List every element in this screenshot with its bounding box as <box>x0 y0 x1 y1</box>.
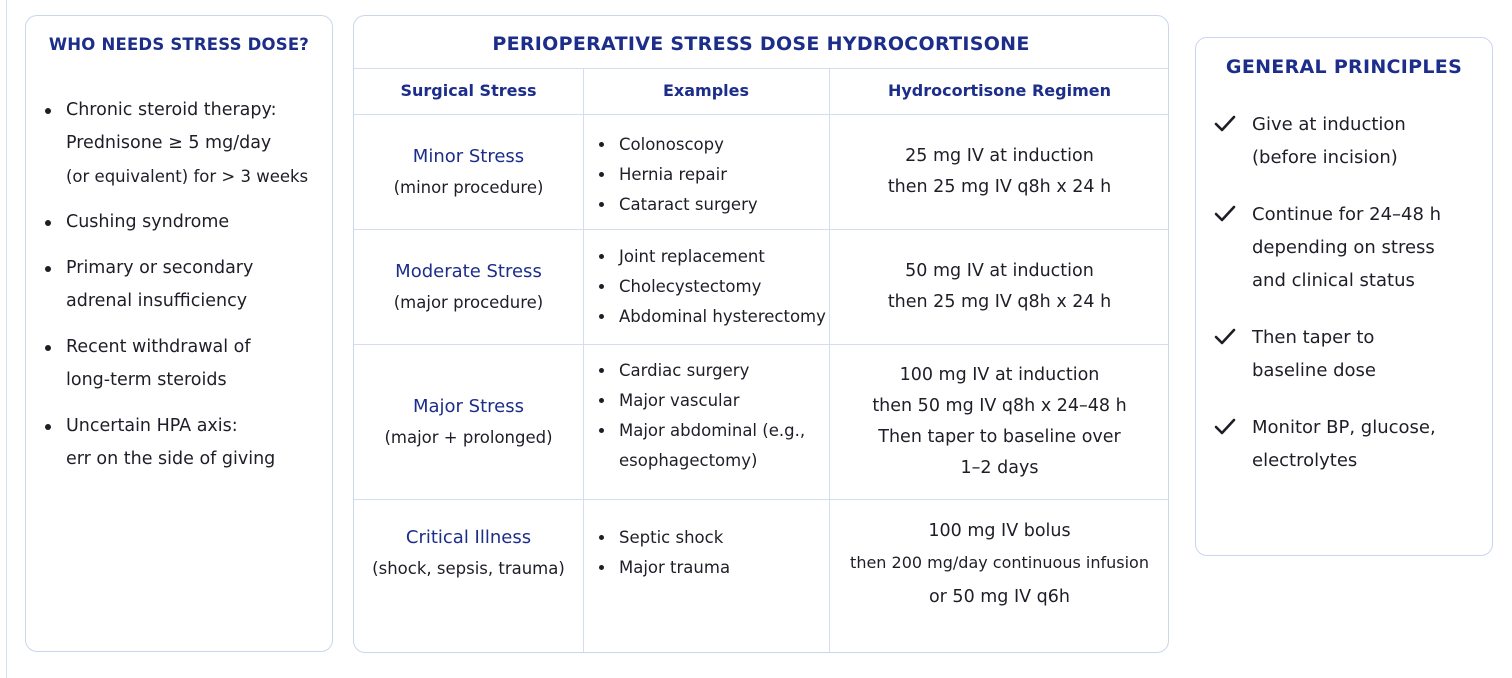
criteria-item: Primary or secondary adrenal insufficien… <box>26 252 332 318</box>
criteria-item: Chronic steroid therapy: Prednisone ≥ 5 … <box>26 94 332 193</box>
examples-list: Cardiac surgery Major vascular Major abd… <box>583 356 829 476</box>
principle-item: Continue for 24–48 h depending on stress… <box>1196 198 1492 297</box>
criteria-line: long-term steroids <box>66 370 227 390</box>
examples-list: Colonoscopy Hernia repair Cataract surge… <box>583 130 829 220</box>
example-item: Major vascular <box>583 386 829 416</box>
stress-level: Major Stress <box>412 395 524 417</box>
divider <box>583 68 584 652</box>
principles-list: Give at induction (before incision) Cont… <box>1196 108 1492 501</box>
regimen-line: or 50 mg IV q6h <box>928 587 1071 607</box>
regimen-line: 100 mg IV at induction <box>899 364 1100 385</box>
criteria-list: Chronic steroid therapy: Prednisone ≥ 5 … <box>26 94 332 489</box>
table-row-moderate-stress: Moderate Stress (major procedure) <box>354 229 583 344</box>
criteria-line: adrenal insufficiency <box>66 291 248 311</box>
divider <box>354 499 1168 500</box>
example-item: Colonoscopy <box>583 130 829 160</box>
regimen-line: 25 mg IV at induction <box>905 145 1094 166</box>
column-header-surgical-stress: Surgical Stress <box>400 81 537 100</box>
principle-line: and clinical status <box>1252 270 1415 291</box>
example-line: Major abdominal (e.g., <box>619 421 806 440</box>
general-principles-panel: GENERAL PRINCIPLES Give at induction (be… <box>1195 37 1493 556</box>
divider <box>354 114 1168 115</box>
principle-line: electrolytes <box>1252 450 1358 471</box>
example-item: Joint replacement <box>583 242 829 272</box>
criteria-line: err on the side of giving <box>66 449 276 469</box>
examples-list: Joint replacement Cholecystectomy Abdomi… <box>583 242 829 332</box>
criteria-line: Uncertain HPA axis: <box>66 416 238 436</box>
check-icon <box>1214 328 1236 345</box>
criteria-line: Primary or secondary <box>66 258 254 278</box>
who-needs-stress-dose-panel: WHO NEEDS STRESS DOSE? Chronic steroid t… <box>25 15 333 652</box>
example-item: Septic shock <box>583 523 829 553</box>
example-item: Major trauma <box>583 553 829 583</box>
column-header-regimen: Hydrocortisone Regimen <box>887 81 1111 100</box>
divider <box>354 344 1168 345</box>
page-left-rule <box>6 0 7 678</box>
example-line: esophagectomy) <box>619 451 758 470</box>
principle-item: Then taper to baseline dose <box>1196 321 1492 387</box>
stress-level: Critical Illness <box>405 527 532 548</box>
stress-level: Moderate Stress <box>395 260 542 282</box>
principle-line: Then taper to <box>1252 327 1375 348</box>
criteria-line: Prednisone ≥ 5 mg/day <box>66 133 272 153</box>
regimen-line: 100 mg IV bolus <box>928 521 1071 541</box>
example-item: Cholecystectomy <box>583 272 829 302</box>
principle-line: (before incision) <box>1252 147 1398 168</box>
divider <box>829 68 830 652</box>
principle-item: Give at induction (before incision) <box>1196 108 1492 174</box>
table-row-major-stress: Major Stress (major + prolonged) <box>354 344 583 499</box>
left-panel-title: WHO NEEDS STRESS DOSE? <box>48 35 310 54</box>
example-item: Abdominal hysterectomy <box>583 302 829 332</box>
principle-line: Monitor BP, glucose, <box>1252 417 1436 438</box>
principle-line: Give at induction <box>1252 114 1406 135</box>
principle-item: Monitor BP, glucose, electrolytes <box>1196 411 1492 477</box>
criteria-line: (or equivalent) for > 3 weeks <box>66 167 309 186</box>
regimen-cell: 100 mg IV at induction then 50 mg IV q8h… <box>829 344 1168 499</box>
divider <box>354 68 1168 69</box>
criteria-line: Chronic steroid therapy: <box>66 100 277 120</box>
regimen-line: Then taper to baseline over <box>878 426 1121 447</box>
table-row-minor-stress: Minor Stress (minor procedure) <box>354 114 583 229</box>
stress-detail: (minor procedure) <box>393 177 544 197</box>
examples-list: Septic shock Major trauma <box>583 523 829 583</box>
regimen-cell: 25 mg IV at induction then 25 mg IV q8h … <box>829 114 1168 229</box>
stress-level: Minor Stress <box>412 145 525 167</box>
example-item: Cataract surgery <box>583 190 829 220</box>
example-item: Cardiac surgery <box>583 356 829 386</box>
right-panel-title: GENERAL PRINCIPLES <box>1225 56 1463 78</box>
stress-detail: (shock, sepsis, trauma) <box>372 559 565 578</box>
regimen-line: 1–2 days <box>960 457 1039 478</box>
regimen-line: 50 mg IV at induction <box>905 260 1094 281</box>
stress-detail: (major + prolonged) <box>384 427 553 447</box>
regimen-cell: 50 mg IV at induction then 25 mg IV q8h … <box>829 229 1168 344</box>
check-icon <box>1214 418 1236 435</box>
regimen-line: then 25 mg IV q8h x 24 h <box>887 291 1112 312</box>
stress-dose-table-panel: PERIOPERATIVE STRESS DOSE HYDROCORTISONE… <box>353 15 1169 653</box>
table-title: PERIOPERATIVE STRESS DOSE HYDROCORTISONE <box>492 33 1030 55</box>
criteria-item: Recent withdrawal of long-term steroids <box>26 331 332 397</box>
regimen-line: then 50 mg IV q8h x 24–48 h <box>872 395 1127 416</box>
table-row-critical-illness: Critical Illness (shock, sepsis, trauma) <box>354 521 583 585</box>
example-item: Major abdominal (e.g., esophagectomy) <box>583 416 829 476</box>
divider <box>354 229 1168 230</box>
check-icon <box>1214 115 1236 132</box>
criteria-line: Recent withdrawal of <box>66 337 251 357</box>
principle-line: Continue for 24–48 h <box>1252 204 1442 225</box>
regimen-line: then 200 mg/day continuous infusion <box>850 553 1149 572</box>
regimen-cell: 100 mg IV bolus then 200 mg/day continuo… <box>829 516 1168 613</box>
stress-detail: (major procedure) <box>393 292 544 312</box>
column-header-examples: Examples <box>662 81 750 100</box>
criteria-item: Uncertain HPA axis: err on the side of g… <box>26 410 332 476</box>
check-icon <box>1214 205 1236 222</box>
example-item: Hernia repair <box>583 160 829 190</box>
criteria-line: Cushing syndrome <box>66 212 230 232</box>
principle-line: depending on stress <box>1252 237 1435 258</box>
criteria-item: Cushing syndrome <box>26 206 332 239</box>
principle-line: baseline dose <box>1252 360 1377 381</box>
regimen-line: then 25 mg IV q8h x 24 h <box>887 176 1112 197</box>
